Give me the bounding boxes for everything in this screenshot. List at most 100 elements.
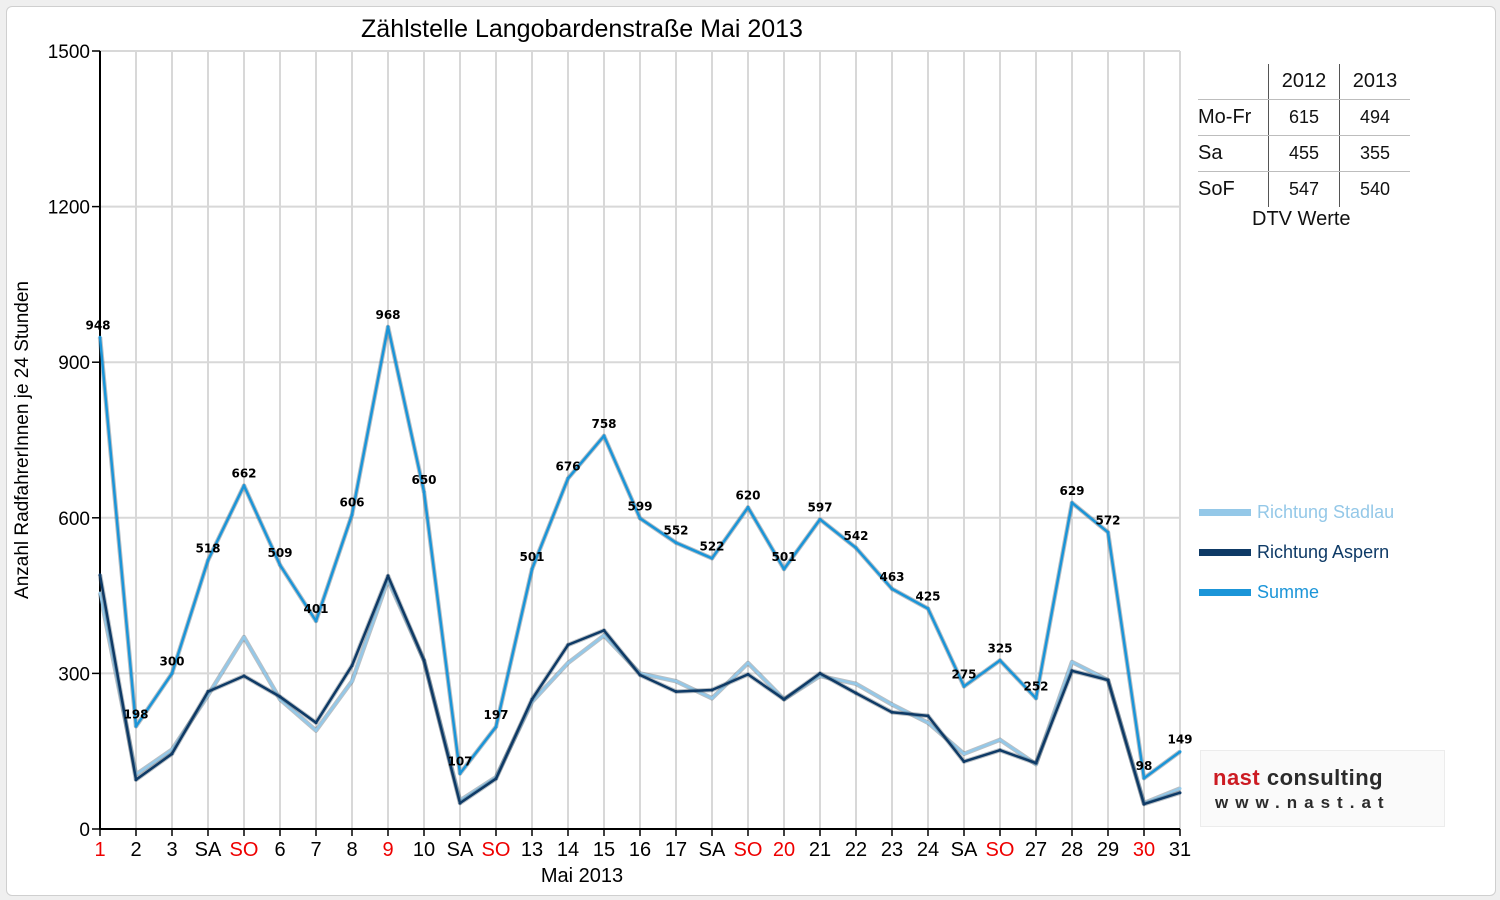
data-point [278, 695, 282, 699]
data-point [134, 778, 138, 782]
data-point [998, 658, 1002, 662]
data-point [494, 777, 498, 781]
data-point [386, 574, 390, 578]
x-tick-label: 14 [557, 839, 579, 861]
data-point [98, 335, 102, 339]
x-tick-label: 7 [310, 839, 321, 861]
data-point [134, 724, 138, 728]
data-point [1070, 501, 1074, 505]
data-label: 522 [699, 539, 724, 553]
data-point [566, 661, 570, 665]
x-tick-label: 1 [94, 839, 105, 861]
x-tick-label: 16 [629, 839, 651, 861]
data-point [710, 696, 714, 700]
data-point [926, 721, 930, 725]
data-point [746, 672, 750, 676]
x-tick-label: 22 [845, 839, 867, 861]
dtv-value-2013: 540 [1359, 179, 1391, 199]
data-point [242, 674, 246, 678]
legend-item-aspern: Richtung Aspern [1199, 532, 1394, 572]
nast-consulting-logo: nast consulting www.nast.at [1200, 750, 1445, 827]
dtv-row: Sa 455 355 [1198, 135, 1410, 172]
data-point [638, 516, 642, 520]
x-tick-label: SA [951, 839, 978, 861]
x-tick-label: 21 [809, 839, 831, 861]
logo-brand-red: nast [1213, 765, 1261, 790]
dtv-value-2012: 547 [1268, 171, 1340, 207]
data-point [926, 714, 930, 718]
x-tick-label: 6 [274, 839, 285, 861]
dtv-value-2013: 355 [1339, 135, 1410, 172]
dtv-row-label: Mo-Fr [1198, 99, 1269, 136]
data-label: 968 [375, 308, 400, 322]
data-point [350, 513, 354, 517]
x-tick-label: SA [447, 839, 474, 861]
data-point [170, 752, 174, 756]
data-point [782, 697, 786, 701]
data-point [350, 679, 354, 683]
x-tick-label: 17 [665, 839, 687, 861]
logo-brand: nast consulting [1213, 765, 1383, 791]
x-tick-label: 20 [773, 839, 795, 861]
data-point [1034, 761, 1038, 765]
data-point [350, 664, 354, 668]
data-label: 597 [807, 500, 832, 514]
data-point [314, 721, 318, 725]
data-point [530, 567, 534, 571]
data-point [1142, 802, 1146, 806]
legend-item-stadlau: Richtung Stadlau [1199, 492, 1394, 532]
data-label: 552 [663, 524, 688, 538]
data-point [1106, 530, 1110, 534]
data-label: 542 [843, 529, 868, 543]
x-tick-label: SA [699, 839, 726, 861]
data-point [602, 628, 606, 632]
data-label: 401 [303, 602, 328, 616]
data-point [710, 556, 714, 560]
dtv-header-empty [1198, 64, 1269, 100]
logo-brand-dark: consulting [1260, 765, 1384, 790]
legend-item-summe: Summe [1199, 572, 1394, 612]
data-point [638, 673, 642, 677]
data-point [890, 710, 894, 714]
y-tick-label: 900 [58, 353, 90, 374]
data-point [494, 725, 498, 729]
data-label: 650 [411, 473, 436, 487]
logo-url: www.nast.at [1215, 793, 1391, 812]
data-label: 599 [627, 499, 652, 513]
data-point [1178, 787, 1182, 791]
dtv-header-2012: 2012 [1268, 64, 1340, 100]
data-label: 758 [591, 417, 616, 431]
data-point [98, 591, 102, 595]
data-point [890, 703, 894, 707]
data-point [818, 671, 822, 675]
data-label: 518 [195, 541, 220, 555]
x-tick-label: 28 [1061, 839, 1083, 861]
chart-title: Zählstelle Langobardenstraße Mai 2013 [361, 15, 803, 43]
data-label: 300 [159, 654, 184, 668]
data-point [926, 607, 930, 611]
dtv-value-2013: 494 [1339, 99, 1410, 136]
data-point [1034, 696, 1038, 700]
data-point [1070, 660, 1074, 664]
dtv-row: SoF 547 540 [1198, 171, 1410, 207]
data-point [674, 690, 678, 694]
data-point [314, 728, 318, 732]
data-point [854, 546, 858, 550]
legend-swatch-summe [1199, 588, 1251, 596]
data-point [998, 738, 1002, 742]
data-label: 572 [1095, 513, 1120, 527]
data-label: 501 [771, 550, 796, 564]
data-point [962, 760, 966, 764]
data-point [818, 517, 822, 521]
data-point [1106, 678, 1110, 682]
data-point [566, 476, 570, 480]
y-tick-label: 300 [58, 664, 90, 685]
x-axis-title: Mai 2013 [541, 865, 623, 887]
data-point [998, 748, 1002, 752]
y-axis-title: Anzahl RadfahrerInnen je 24 Stunden [12, 281, 33, 599]
data-label: 948 [85, 318, 110, 332]
data-point [710, 688, 714, 692]
x-tick-label: 15 [593, 839, 615, 861]
x-tick-label: 30 [1133, 839, 1155, 861]
data-label: 275 [951, 667, 976, 681]
